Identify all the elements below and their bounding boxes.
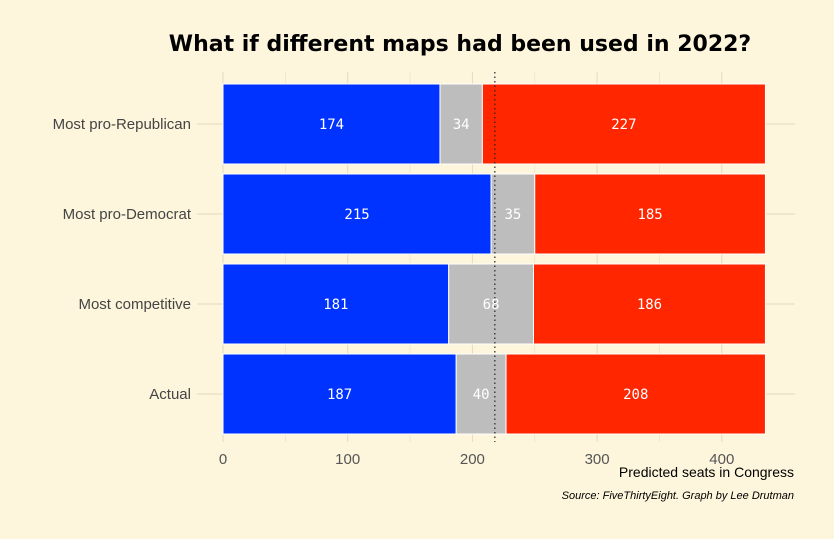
bar-0-0 (222, 83, 441, 165)
bar-2-2 (533, 263, 766, 345)
bar-0-1 (439, 83, 483, 165)
bar-value-label-3-2: 208 (623, 387, 648, 403)
bar-value-label-0-1: 34 (453, 117, 470, 133)
x-tick-label-4: 400 (709, 451, 734, 468)
bar-value-label-1-1: 35 (504, 207, 521, 223)
x-tick-label-3: 300 (585, 451, 610, 468)
bar-0-2 (481, 83, 766, 165)
category-label-3: Actual (149, 386, 191, 403)
category-label-1: Most pro-Democrat (63, 206, 192, 223)
x-tick-label-2: 200 (460, 451, 485, 468)
bar-value-label-3-1: 40 (473, 387, 490, 403)
bar-1-2 (534, 173, 766, 255)
category-label-0: Most pro-Republican (53, 116, 191, 133)
x-axis-title: Predicted seats in Congress (619, 464, 794, 480)
bar-value-label-2-2: 186 (637, 297, 662, 313)
source-note: Source: FiveThirtyEight. Graph by Lee Dr… (562, 490, 794, 502)
bar-value-label-2-0: 181 (323, 297, 348, 313)
bar-value-label-2-1: 68 (483, 297, 500, 313)
bar-3-2 (505, 353, 766, 435)
bar-3-0 (222, 353, 457, 435)
bar-value-label-1-0: 215 (344, 207, 369, 223)
bar-value-label-0-2: 227 (611, 117, 636, 133)
x-tick-label-1: 100 (335, 451, 360, 468)
bar-1-1 (490, 173, 536, 255)
bar-2-1 (448, 263, 535, 345)
category-label-2: Most competitive (78, 296, 191, 313)
bar-value-label-1-2: 185 (637, 207, 662, 223)
bar-2-0 (222, 263, 450, 345)
chart-title: What if different maps had been used in … (168, 32, 752, 57)
bar-1-0 (222, 173, 492, 255)
bar-value-label-3-0: 187 (327, 387, 352, 403)
bar-3-1 (455, 353, 507, 435)
bar-value-label-0-0: 174 (319, 117, 344, 133)
x-tick-label-0: 0 (219, 451, 227, 468)
